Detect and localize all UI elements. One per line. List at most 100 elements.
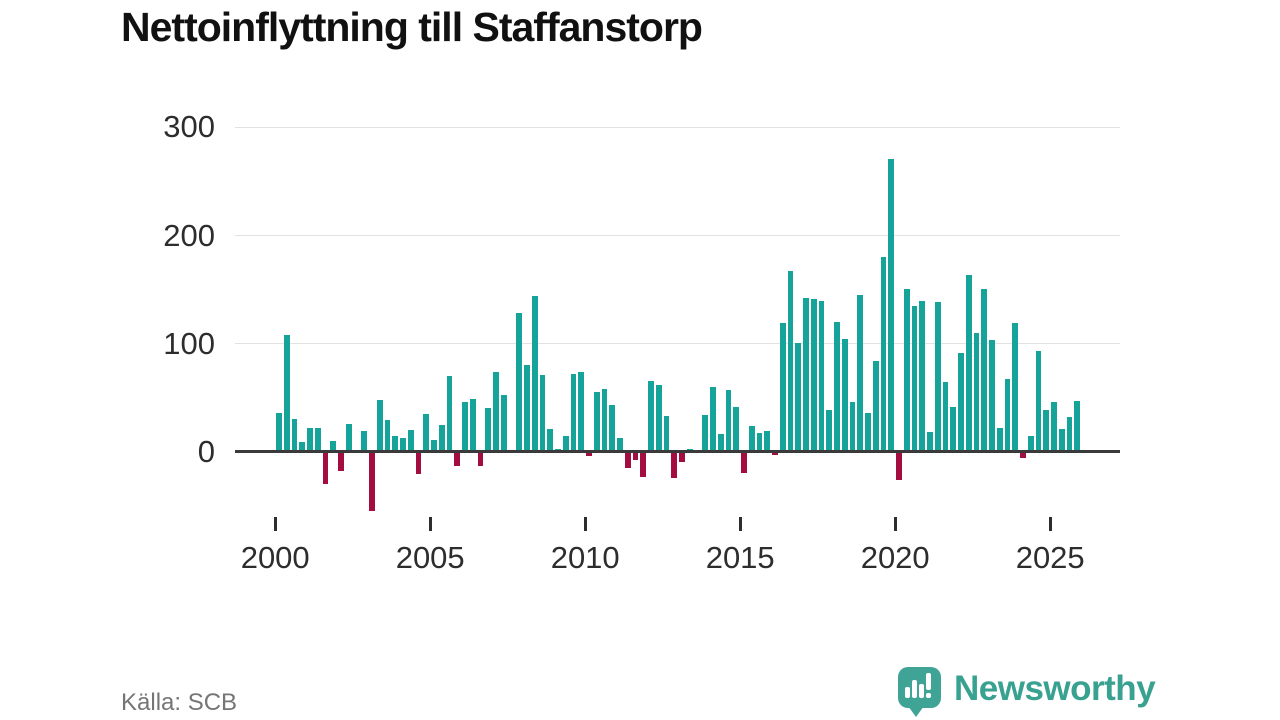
bar-2002-q1 bbox=[338, 451, 344, 472]
bar-2011-q1 bbox=[617, 437, 623, 452]
y-axis-label-100: 100 bbox=[163, 325, 215, 361]
bar-2023-q4 bbox=[1012, 322, 1019, 452]
bar-2009-q2 bbox=[562, 435, 569, 452]
bar-2007-q1 bbox=[493, 371, 499, 452]
bar-2004-q2 bbox=[407, 430, 414, 452]
x-tick-2000 bbox=[273, 517, 277, 531]
bar-2020-q3 bbox=[911, 305, 918, 452]
bar-2020-q1 bbox=[896, 451, 902, 480]
bar-2003-q2 bbox=[376, 399, 383, 452]
bar-2002-q4 bbox=[361, 431, 368, 452]
bar-2025-q2 bbox=[1058, 429, 1065, 452]
x-axis-label-2000: 2000 bbox=[240, 540, 310, 575]
bar-2015-q3 bbox=[756, 433, 763, 452]
bar-2018-q1 bbox=[834, 321, 840, 452]
speech-bubble-bar-chart-icon bbox=[898, 667, 941, 708]
bar-2010-q4 bbox=[609, 405, 616, 452]
bar-2018-q4 bbox=[857, 294, 864, 452]
bar-2005-q3 bbox=[446, 375, 453, 452]
bar-2013-q2 bbox=[686, 448, 693, 452]
bar-2011-q4 bbox=[640, 451, 647, 477]
gridline-y-300 bbox=[235, 126, 1120, 128]
x-tick-2025 bbox=[1048, 517, 1052, 531]
bar-2019-q3 bbox=[880, 256, 887, 452]
bar-2004-q1 bbox=[400, 437, 406, 452]
x-axis-label-2005: 2005 bbox=[395, 540, 465, 575]
logo-chart-bar-small bbox=[905, 687, 910, 698]
bar-2012-q4 bbox=[671, 451, 678, 478]
bar-2024-q4 bbox=[1043, 409, 1050, 452]
bar-2003-q3 bbox=[384, 420, 391, 452]
bar-2015-q4 bbox=[764, 431, 771, 452]
logo-chart-bar-tall bbox=[912, 680, 917, 698]
bar-2019-q2 bbox=[872, 360, 879, 452]
bar-2023-q1 bbox=[989, 340, 995, 452]
x-axis-label-2025: 2025 bbox=[1015, 540, 1085, 575]
bar-2023-q2 bbox=[996, 427, 1003, 452]
bar-2003-q4 bbox=[392, 435, 399, 452]
bar-2024-q3 bbox=[1035, 351, 1042, 452]
bar-2010-q3 bbox=[601, 388, 608, 452]
bar-2012-q3 bbox=[663, 416, 670, 452]
bar-2021-q4 bbox=[950, 407, 957, 452]
chart-title: Nettoinflyttning till Staffanstorp bbox=[121, 4, 703, 50]
bar-2007-q4 bbox=[516, 313, 523, 452]
bar-2017-q2 bbox=[810, 299, 817, 452]
bar-2021-q2 bbox=[934, 302, 941, 452]
bar-2017-q3 bbox=[818, 301, 825, 452]
brand-name: Newsworthy bbox=[954, 669, 1156, 708]
bar-2008-q3 bbox=[539, 374, 546, 452]
bar-2009-q3 bbox=[570, 373, 577, 452]
logo-chart-bar-medium bbox=[919, 684, 924, 698]
bar-2009-q1 bbox=[555, 448, 561, 452]
bar-2005-q4 bbox=[454, 451, 461, 466]
bar-2014-q1 bbox=[710, 386, 716, 452]
x-tick-2005 bbox=[428, 517, 432, 531]
bar-2008-q4 bbox=[547, 429, 554, 452]
bar-2016-q3 bbox=[787, 270, 794, 452]
bar-2019-q1 bbox=[865, 412, 871, 452]
logo-exclamation-dot bbox=[926, 693, 931, 698]
bar-2010-q2 bbox=[593, 392, 600, 452]
bar-2024-q1 bbox=[1020, 451, 1026, 459]
bar-2012-q1 bbox=[648, 381, 654, 452]
bar-2021-q1 bbox=[927, 432, 933, 452]
y-axis-label-200: 200 bbox=[163, 217, 215, 253]
x-axis-label-2020: 2020 bbox=[860, 540, 930, 575]
bar-2011-q3 bbox=[632, 451, 639, 461]
bar-2010-q1 bbox=[586, 451, 592, 456]
bar-2022-q4 bbox=[981, 289, 988, 452]
bar-2001-q2 bbox=[314, 427, 321, 452]
bar-2024-q2 bbox=[1027, 435, 1034, 452]
bar-2014-q2 bbox=[717, 434, 724, 452]
bar-2001-q4 bbox=[330, 440, 337, 452]
bar-2020-q4 bbox=[919, 301, 926, 452]
bar-2016-q1 bbox=[772, 451, 778, 455]
newsworthy-logo: Newsworthy bbox=[898, 665, 1158, 717]
bar-2015-q1 bbox=[741, 451, 747, 474]
bar-2015-q2 bbox=[748, 425, 755, 452]
x-axis-label-2010: 2010 bbox=[550, 540, 620, 575]
bar-2016-q2 bbox=[779, 322, 786, 452]
bar-2001-q3 bbox=[322, 451, 329, 485]
bar-2004-q4 bbox=[423, 413, 430, 452]
gridline-y-100 bbox=[235, 343, 1120, 345]
x-tick-2020 bbox=[893, 517, 897, 531]
bar-2006-q4 bbox=[485, 408, 492, 452]
bar-2022-q1 bbox=[958, 353, 964, 452]
bar-2016-q4 bbox=[795, 343, 802, 452]
bar-2014-q4 bbox=[733, 407, 740, 452]
bar-2004-q3 bbox=[415, 451, 422, 475]
bar-2000-q4 bbox=[299, 442, 306, 452]
bar-2022-q2 bbox=[965, 275, 972, 452]
bar-2022-q3 bbox=[973, 332, 980, 452]
bar-2002-q2 bbox=[345, 423, 352, 452]
bar-2008-q1 bbox=[524, 365, 530, 452]
bar-2006-q1 bbox=[462, 401, 468, 452]
bar-2003-q1 bbox=[369, 451, 375, 512]
bar-2007-q2 bbox=[500, 395, 507, 452]
bar-2021-q3 bbox=[942, 382, 949, 452]
bar-2009-q4 bbox=[578, 371, 585, 452]
bar-2025-q1 bbox=[1051, 401, 1057, 452]
